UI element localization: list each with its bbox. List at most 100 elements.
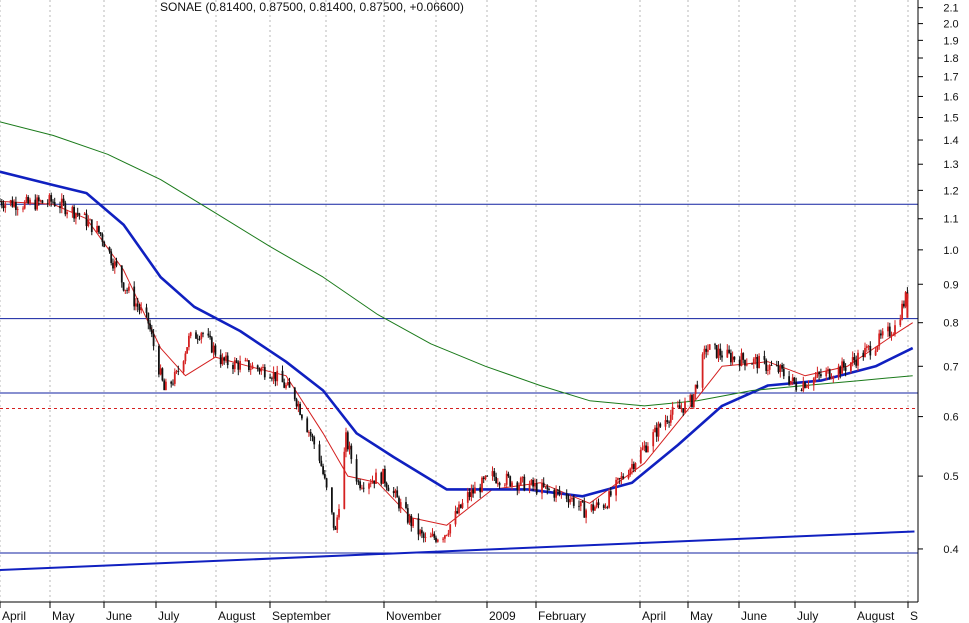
candle-body (528, 484, 531, 491)
candle-body (380, 472, 383, 484)
candle-body (832, 376, 835, 379)
candle-body (4, 203, 7, 208)
candle-body (98, 225, 100, 233)
candle-body (39, 200, 42, 202)
candle-body (336, 517, 339, 530)
candle-body (138, 306, 141, 311)
candle-body (332, 512, 335, 528)
candle-body (281, 370, 284, 383)
candle-body (375, 472, 377, 484)
candle-body (64, 202, 67, 215)
candle-body (572, 497, 575, 506)
candle-body (486, 475, 489, 477)
candle-body (345, 432, 347, 452)
chart-title: SONAE (0.81400, 0.87500, 0.81400, 0.8750… (160, 0, 464, 14)
candle-body (368, 483, 370, 489)
y-tick-label: 0.5 (943, 471, 958, 483)
x-tick-label: April (642, 609, 666, 623)
candle-body (671, 406, 674, 415)
candle-body (283, 382, 286, 388)
candle-body (608, 491, 610, 508)
candle-body (677, 405, 679, 407)
candle-body (793, 377, 796, 383)
candle-body (246, 360, 249, 362)
candle-body (29, 199, 31, 204)
candle-body (165, 381, 167, 391)
x-tick-label: June (106, 609, 132, 623)
candle-body (558, 490, 561, 494)
candle-body (25, 197, 28, 202)
candle-body (444, 535, 446, 539)
candle-body (899, 319, 902, 326)
candle-body (890, 335, 893, 337)
candle-body (715, 345, 718, 358)
candle-body (422, 533, 425, 538)
y-tick-label: 1.1 (943, 214, 958, 226)
candle-body (474, 487, 476, 494)
candle-body (491, 471, 494, 477)
candle-body (405, 502, 407, 508)
candle-body (99, 232, 102, 235)
candle-body (406, 508, 409, 523)
candle-body (110, 251, 113, 263)
candle-body (101, 234, 104, 242)
candle-body (654, 427, 656, 433)
moving-average-line (0, 200, 913, 526)
candle-body (126, 289, 128, 291)
candle-body (557, 489, 559, 491)
candle-body (221, 357, 224, 365)
candle-body (0, 201, 3, 206)
candle-body (285, 384, 287, 388)
candle-body (359, 481, 361, 489)
candle-body (338, 508, 340, 518)
candle-body (664, 420, 667, 427)
candle-body (158, 346, 160, 375)
y-tick-label: 2.1 (943, 3, 958, 15)
candle-body (417, 518, 420, 535)
candle-body (447, 533, 450, 535)
candle-body (496, 482, 499, 484)
candle-body (818, 372, 820, 375)
candle-body (731, 356, 734, 363)
candle-body (779, 365, 782, 372)
candle-body (15, 202, 17, 210)
candle-body (812, 378, 815, 386)
candle-body (343, 451, 346, 509)
candle-body (481, 477, 483, 493)
candle-body (535, 483, 538, 494)
candle-body (182, 361, 185, 372)
candle-body (472, 489, 474, 494)
x-tick-label: November (386, 609, 441, 623)
candle-body (820, 374, 822, 377)
candle-body (214, 345, 217, 355)
candle-body (188, 335, 190, 348)
x-tick-label: May (690, 609, 713, 623)
candle-body (878, 333, 881, 347)
candle-body (758, 356, 760, 369)
candle-body (346, 432, 349, 450)
candle-body (223, 357, 226, 361)
candle-body (251, 365, 254, 369)
candle-body (652, 432, 655, 447)
candle-body (585, 510, 587, 518)
candle-body (115, 261, 118, 266)
candle-body (696, 384, 699, 388)
candle-body (590, 504, 593, 511)
candle-body (225, 355, 227, 361)
candle-body (804, 382, 806, 388)
candle-body (27, 197, 30, 204)
candle-body (777, 365, 780, 373)
candle-body (350, 445, 353, 460)
candle-body (424, 537, 427, 538)
candle-body (659, 423, 662, 427)
candle-body (89, 219, 91, 221)
candle-body (781, 365, 783, 369)
candle-body (714, 344, 716, 346)
candle-body (864, 348, 866, 358)
candle-body (22, 208, 24, 210)
candle-body (516, 482, 519, 490)
candle-body (668, 421, 670, 423)
candle-body (189, 332, 192, 336)
candle-body (456, 511, 459, 514)
candle-body (767, 369, 769, 371)
